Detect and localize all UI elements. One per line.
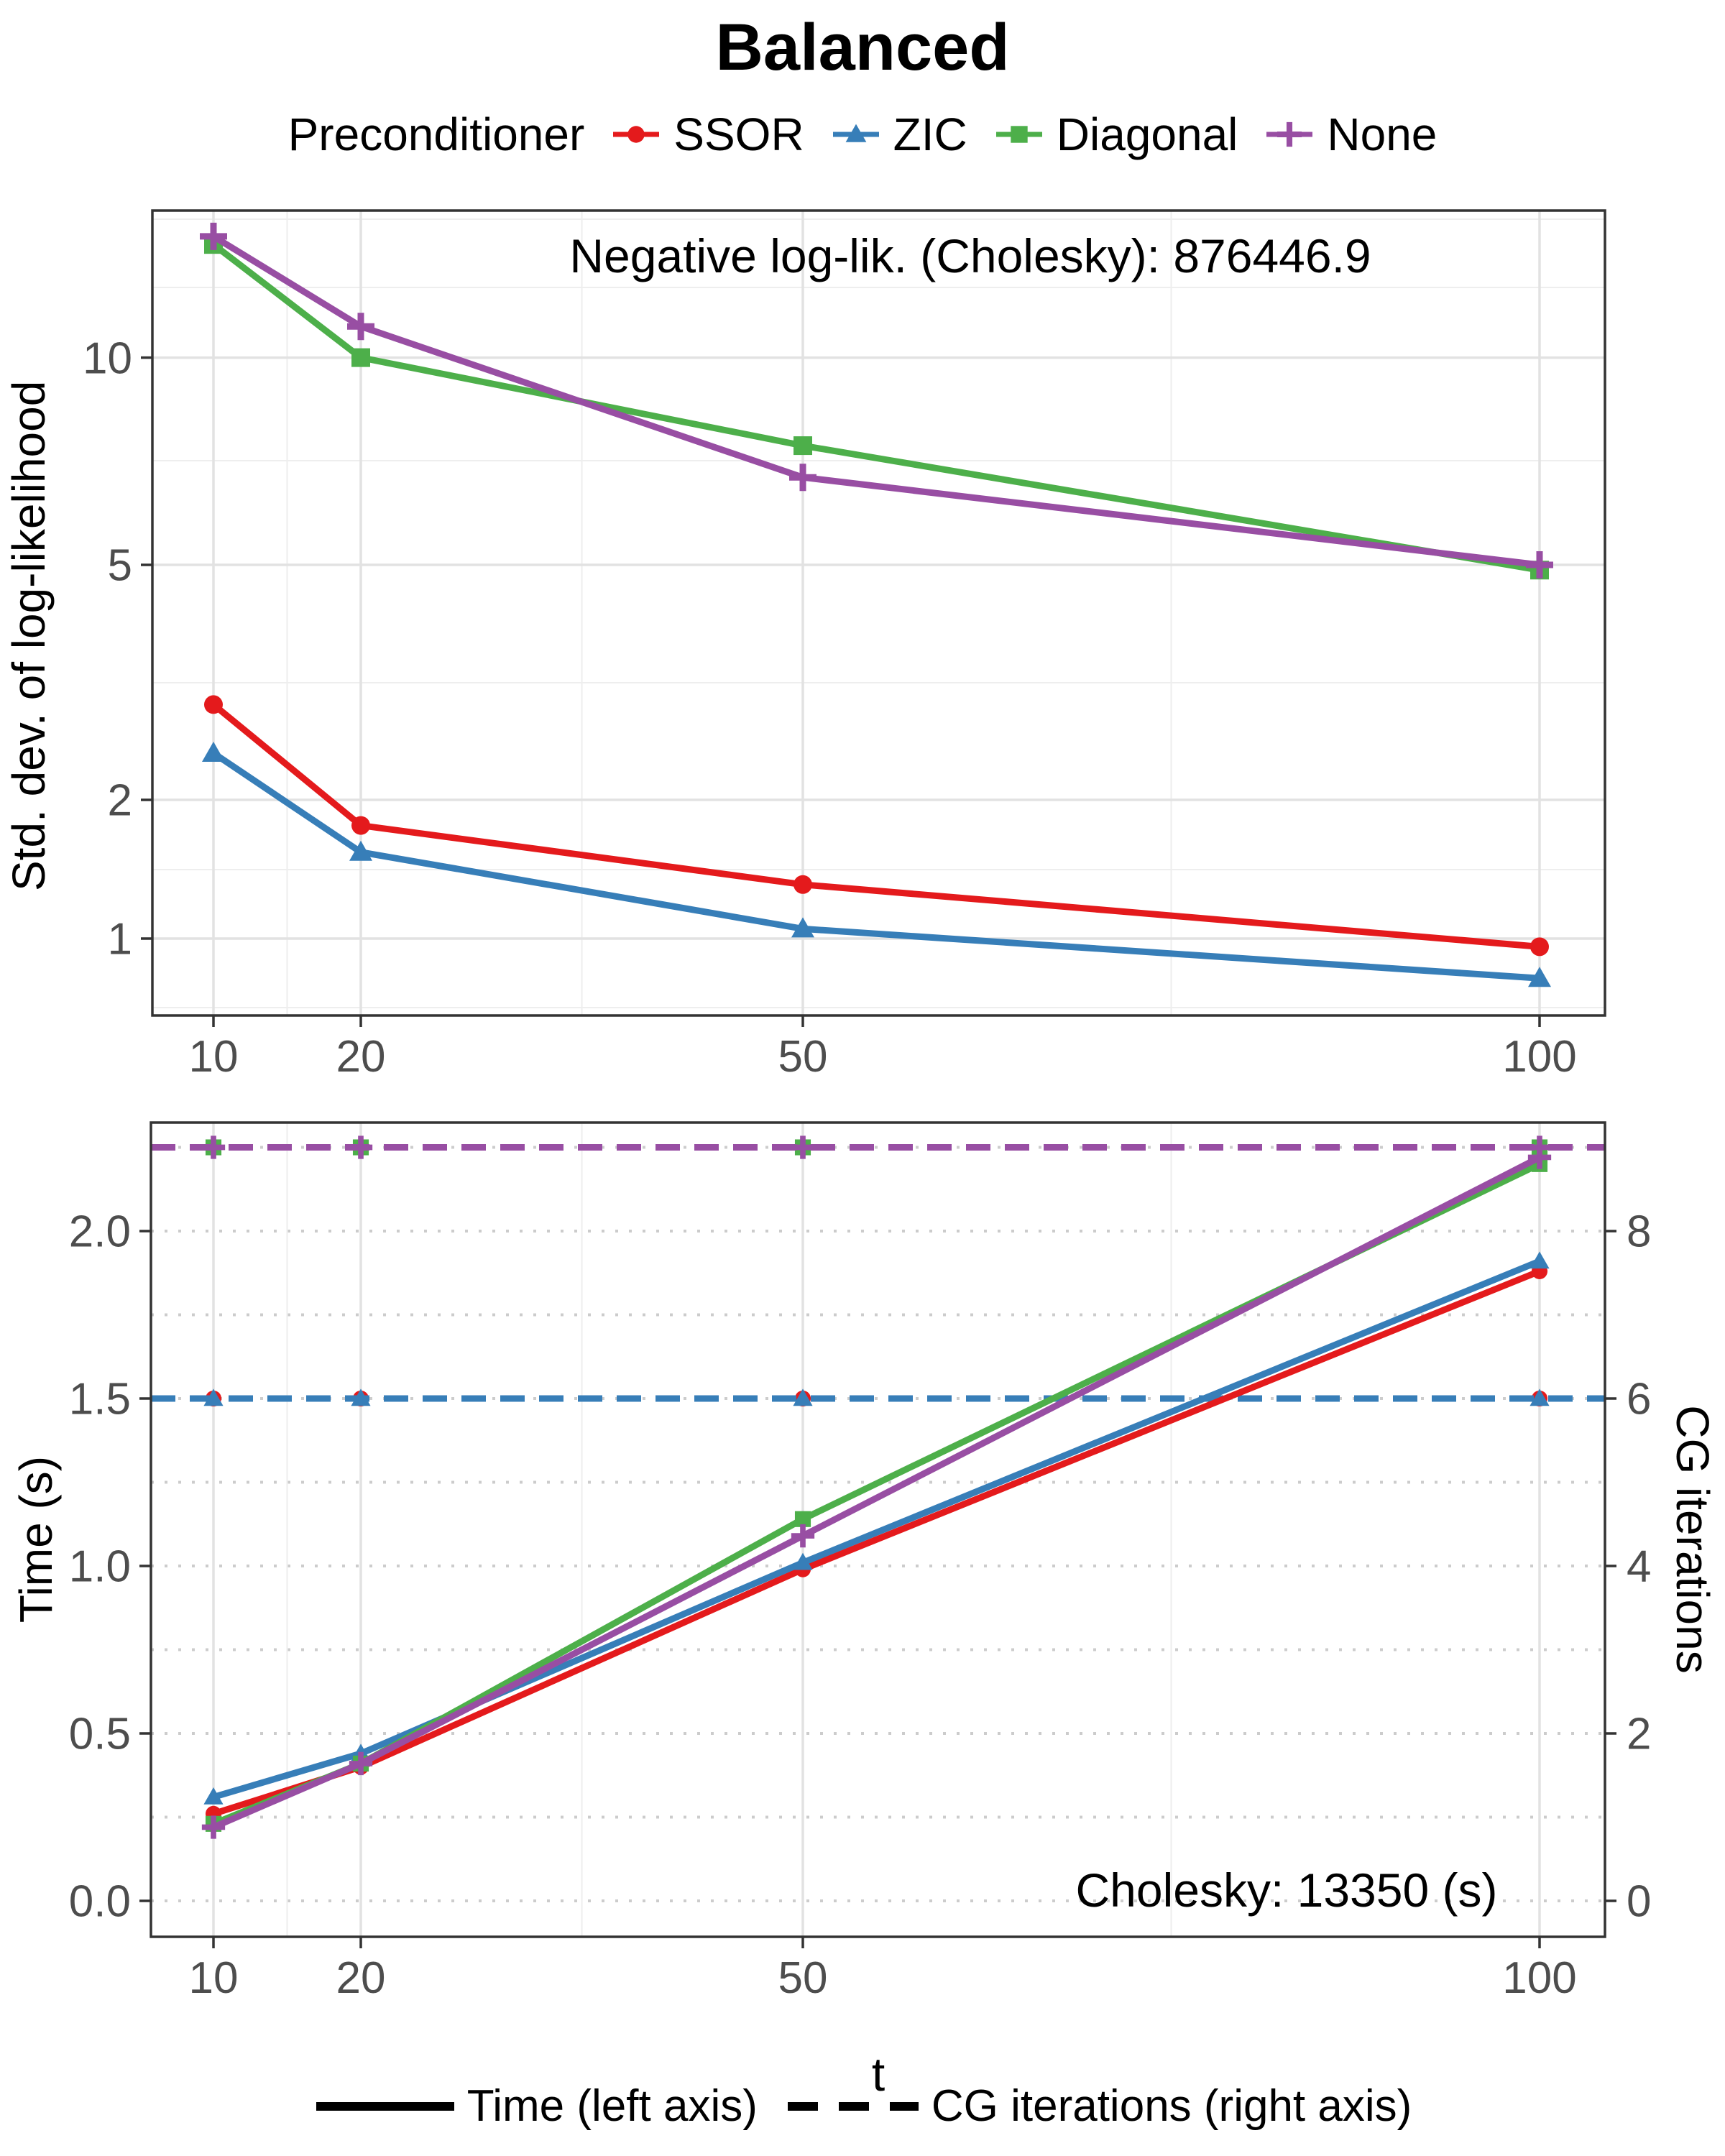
cg-tick-label: 6 [1627, 1375, 1651, 1424]
legend-entry-zic: ZIC [829, 108, 967, 161]
top-x-tick-label: 10 [189, 1032, 239, 1082]
legend-title: Preconditioner [288, 109, 585, 160]
solid-line-swatch [316, 2101, 454, 2111]
bottom-panel-axes: 0.0 0.5 1.0 1.5 2.0 0 2 4 6 8 10 20 50 100 [69, 1121, 1651, 2003]
cg-tick-label: 4 [1627, 1542, 1651, 1592]
legend-label: None [1327, 109, 1438, 160]
time-tick-label: 0.5 [69, 1710, 131, 1759]
cg-tick-label: 8 [1627, 1207, 1651, 1257]
top-panel-axes: 10 5 2 1 10 20 50 100 [83, 209, 1606, 1082]
series-none-std [200, 222, 1553, 579]
square-key-icon [995, 126, 1042, 143]
legend-label-cg: CG iterations (right axis) [931, 2081, 1412, 2131]
top-y-tick-label: 2 [108, 776, 132, 826]
top-y-axis-title: Std. dev. of log-likelihood [3, 380, 55, 891]
bottom-x-tick-label: 20 [336, 1953, 386, 2003]
circle-key-icon [613, 126, 660, 143]
top-x-tick-label: 50 [778, 1032, 828, 1082]
series-zic-time [203, 1251, 1550, 1805]
legend-label-time: Time (left axis) [466, 2081, 758, 2131]
x-axis-title: t [871, 2047, 886, 2101]
legend-entry-ssor: SSOR [609, 108, 804, 161]
cg-tick-label: 0 [1627, 1877, 1651, 1927]
time-tick-label: 1.5 [69, 1375, 131, 1424]
linetype-legend: Time (left axis) CG iterations (right ax… [0, 2081, 1725, 2132]
time-tick-label: 1.0 [69, 1542, 131, 1592]
bottom-x-tick-label: 10 [189, 1953, 239, 2003]
top-panel-gridlines [152, 211, 1605, 1015]
legend-entry-time: Time (left axis) [313, 2081, 758, 2132]
time-tick-label: 2.0 [69, 1207, 131, 1257]
top-panel-annotation: Negative log-lik. (Cholesky): 876446.9 [569, 229, 1371, 282]
series-zic-cg [151, 1388, 1605, 1406]
top-x-tick-label: 100 [1502, 1032, 1576, 1082]
bottom-panel-cg-series [151, 1135, 1605, 1407]
top-panel-series [200, 222, 1553, 987]
plus-key-icon [1266, 121, 1313, 147]
legend-entry-cg: CG iterations (right axis) [785, 2081, 1412, 2132]
dashed-line-swatch [787, 2101, 919, 2111]
series-zic-std [202, 741, 1551, 987]
bottom-panel-annotation: Cholesky: 13350 (s) [1075, 1864, 1498, 1917]
legend-label: SSOR [673, 109, 804, 160]
page-title: Balanced [715, 11, 1010, 84]
cg-tick-label: 2 [1627, 1710, 1651, 1759]
time-tick-label: 0.0 [69, 1877, 131, 1927]
legend-label: ZIC [893, 109, 967, 160]
preconditioner-legend: Preconditioner SSOR ZIC Diagonal None [0, 108, 1725, 161]
legend-label: Diagonal [1056, 109, 1238, 160]
bottom-right-y-axis-title: CG iterations [1667, 1405, 1719, 1674]
legend-entry-none: None [1262, 108, 1437, 161]
legend-entry-diagonal: Diagonal [992, 108, 1238, 161]
bottom-left-y-axis-title: Time (s) [10, 1455, 62, 1623]
top-y-tick-label: 5 [108, 541, 132, 591]
bottom-x-tick-label: 100 [1502, 1953, 1576, 2003]
top-y-tick-label: 1 [108, 915, 132, 964]
bottom-panel-time-series [201, 1146, 1552, 1839]
series-none-cg [151, 1135, 1605, 1159]
series-ssor-std [204, 695, 1549, 957]
top-x-tick-label: 20 [336, 1032, 386, 1082]
bottom-x-tick-label: 50 [778, 1953, 828, 2003]
series-none-time [201, 1146, 1552, 1839]
triangle-key-icon [832, 124, 879, 142]
top-y-tick-label: 10 [83, 333, 132, 383]
